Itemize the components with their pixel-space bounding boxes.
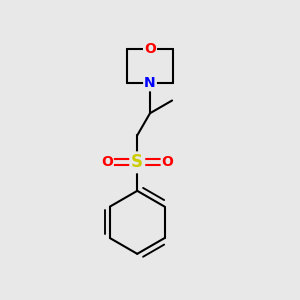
Text: N: N (144, 76, 156, 90)
Text: S: S (131, 153, 143, 171)
Text: O: O (144, 42, 156, 56)
Text: O: O (161, 155, 173, 169)
Text: O: O (101, 155, 113, 169)
